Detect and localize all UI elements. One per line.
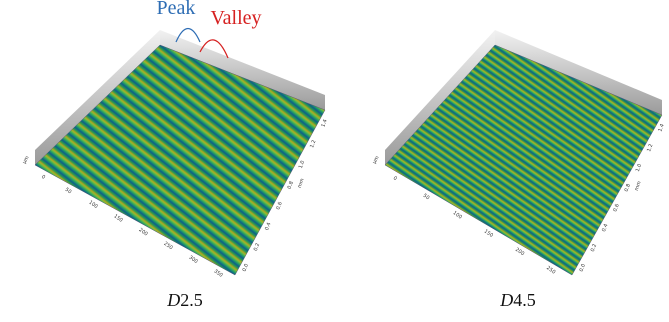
y-tick-label: 0.8 xyxy=(624,183,632,193)
caption-prefix: D xyxy=(499,290,513,310)
x-tick-label: 50 xyxy=(422,193,431,202)
y-tick-label: 0.6 xyxy=(612,203,620,213)
y-tick-label: 0.8 xyxy=(287,180,295,190)
y-tick-label: 1.2 xyxy=(309,139,317,149)
y-tick-label: 0.4 xyxy=(601,223,609,233)
caption-number: 4.5 xyxy=(513,290,536,310)
y-tick-label: 0.2 xyxy=(253,242,261,252)
caption-number: 2.5 xyxy=(180,290,203,310)
x-tick-label: 250 xyxy=(545,265,556,275)
x-tick-label: 100 xyxy=(452,210,463,220)
x-tick-label: 200 xyxy=(514,247,525,257)
x-tick-label: 0 xyxy=(40,174,46,181)
z-axis-unit: μm xyxy=(372,155,381,165)
caption-prefix: D xyxy=(166,290,180,310)
y-tick-label: 0.4 xyxy=(264,222,272,232)
annotation: Peak xyxy=(157,0,196,19)
x-tick-label: 0 xyxy=(392,175,398,182)
z-axis-unit: μm xyxy=(22,155,31,165)
surface-plot-right xyxy=(385,30,662,275)
y-tick-label: 1.0 xyxy=(298,160,306,170)
y-tick-label: 0.6 xyxy=(275,201,283,211)
x-tick-label: 100 xyxy=(87,200,98,210)
y-tick-label: 1.4 xyxy=(657,123,665,133)
y-tick-label: 1.0 xyxy=(635,163,643,173)
panel-caption: D4.5 xyxy=(499,290,536,310)
x-tick-label: 150 xyxy=(483,228,494,238)
surface-plot-left xyxy=(35,29,325,276)
y-tick-label: 1.4 xyxy=(320,119,328,129)
y-axis-unit: mm xyxy=(297,178,306,189)
x-tick-label: 50 xyxy=(64,187,73,196)
x-tick-label: 150 xyxy=(112,213,123,223)
annotation: Valley xyxy=(210,7,261,29)
y-axis-unit: mm xyxy=(634,180,643,191)
y-tick-label: 0.0 xyxy=(242,263,250,273)
y-tick-label: 1.2 xyxy=(646,143,654,153)
x-tick-label: 350 xyxy=(212,268,223,278)
y-tick-label: 0.2 xyxy=(590,243,598,253)
figure: 0 50 100 150 200 250 300 350 0.0 0.2 0.4 0.6 0.8 1.0 1… xyxy=(0,0,669,322)
x-tick-label: 200 xyxy=(137,227,148,237)
y-tick-label: 0.0 xyxy=(579,263,587,273)
x-tick-label: 300 xyxy=(187,255,198,265)
x-tick-label: 250 xyxy=(162,241,173,251)
surface xyxy=(385,45,662,275)
panel-caption: D2.5 xyxy=(166,290,203,310)
